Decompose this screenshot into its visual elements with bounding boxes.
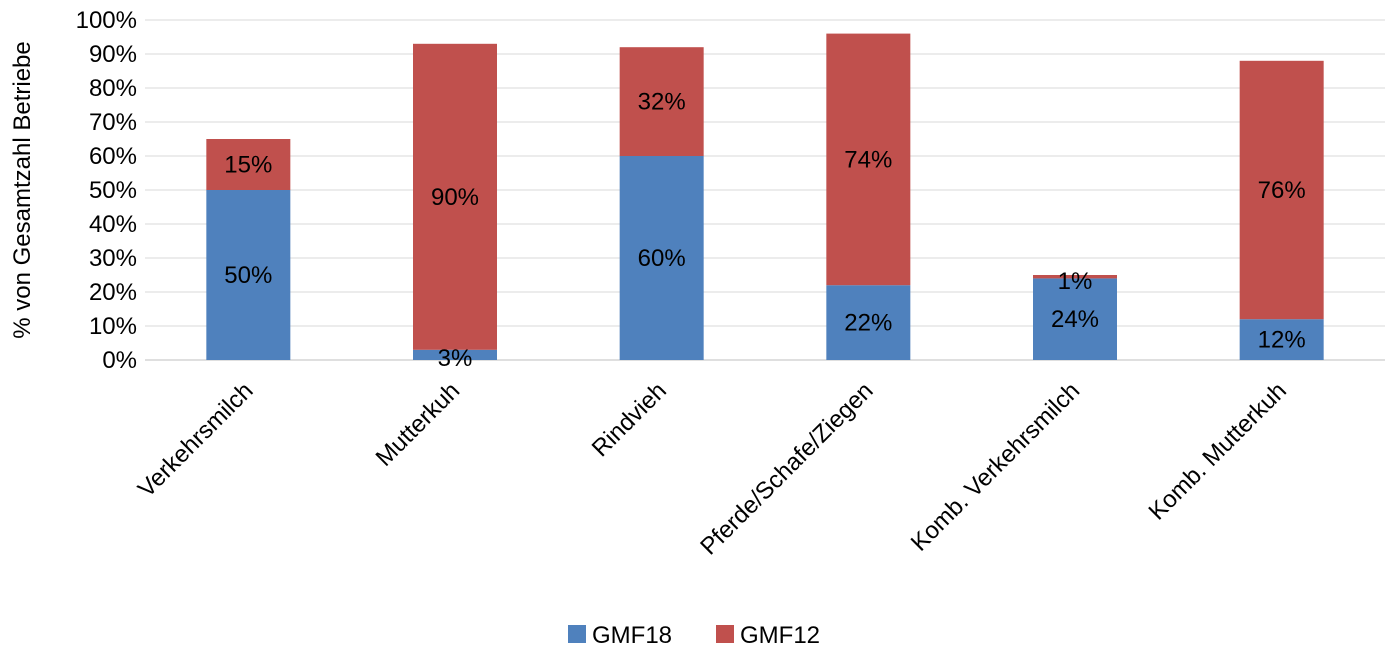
y-tick-label: 60%	[89, 143, 137, 170]
bar-gmf12-1	[413, 43, 497, 350]
bar-gmf12-0	[206, 139, 291, 190]
bar-gmf18-5	[1239, 319, 1324, 360]
gridlines	[145, 19, 1385, 361]
bar-gmf18-0	[206, 190, 291, 360]
y-tick-label: 50%	[89, 177, 137, 204]
bar-gmf12-2	[619, 47, 704, 157]
data-label: 15%	[224, 152, 272, 179]
y-tick-label: 100%	[76, 7, 137, 34]
x-axis-categories: Verkehrsmilch Mutterkuh Rindvieh Pferde/Sch…	[133, 377, 1292, 560]
bar-gmf18-3	[826, 285, 911, 360]
data-label: 3%	[438, 345, 473, 372]
x-category-label: Rindvieh	[587, 377, 672, 462]
data-label: 50%	[224, 262, 272, 289]
x-category-label: Pferde/Schafe/Ziegen	[695, 377, 878, 560]
data-label: 60%	[638, 245, 686, 272]
data-label: 32%	[638, 89, 686, 116]
legend-label-gmf12: GMF12	[740, 622, 820, 649]
data-labels: 50% 15% 3% 90% 60% 32% 22% 74% 24% 1% 12% 76%	[224, 89, 1305, 372]
y-tick-label: 30%	[89, 245, 137, 272]
data-label: 22%	[844, 310, 892, 337]
y-tick-label: 0%	[102, 347, 137, 374]
data-label: 12%	[1258, 327, 1306, 354]
bar-gmf18-2	[619, 156, 704, 360]
legend-label-gmf18: GMF18	[592, 622, 672, 649]
y-tick-label: 80%	[89, 75, 137, 102]
x-category-label: Komb. Mutterkuh	[1144, 377, 1292, 525]
legend-swatch-gmf18	[568, 625, 586, 643]
y-tick-label: 20%	[89, 279, 137, 306]
bars	[206, 33, 1324, 360]
x-category-label: Mutterkuh	[371, 377, 466, 472]
x-category-label: Verkehrsmilch	[133, 377, 259, 503]
data-label: 1%	[1058, 268, 1093, 295]
legend: GMF18 GMF12	[568, 622, 820, 649]
y-axis-ticks: 0% 10% 20% 30% 40% 50% 60% 70% 80% 90% 100%	[76, 7, 137, 374]
y-tick-label: 40%	[89, 211, 137, 238]
x-category-label: Komb. Verkehrsmilch	[906, 377, 1085, 556]
bar-gmf12-4	[1033, 275, 1117, 279]
data-label: 74%	[844, 146, 892, 173]
data-label: 76%	[1258, 177, 1306, 204]
legend-swatch-gmf12	[716, 625, 734, 643]
data-label: 90%	[431, 184, 479, 211]
bar-gmf18-4	[1033, 278, 1117, 360]
data-label: 24%	[1051, 306, 1099, 333]
y-tick-label: 10%	[89, 313, 137, 340]
y-tick-label: 90%	[89, 41, 137, 68]
bar-gmf12-3	[826, 33, 911, 286]
y-axis-title: % von Gesamtzahl Betriebe	[9, 41, 36, 338]
y-tick-label: 70%	[89, 109, 137, 136]
bar-gmf12-5	[1239, 60, 1324, 320]
bar-gmf18-1	[413, 349, 497, 360]
